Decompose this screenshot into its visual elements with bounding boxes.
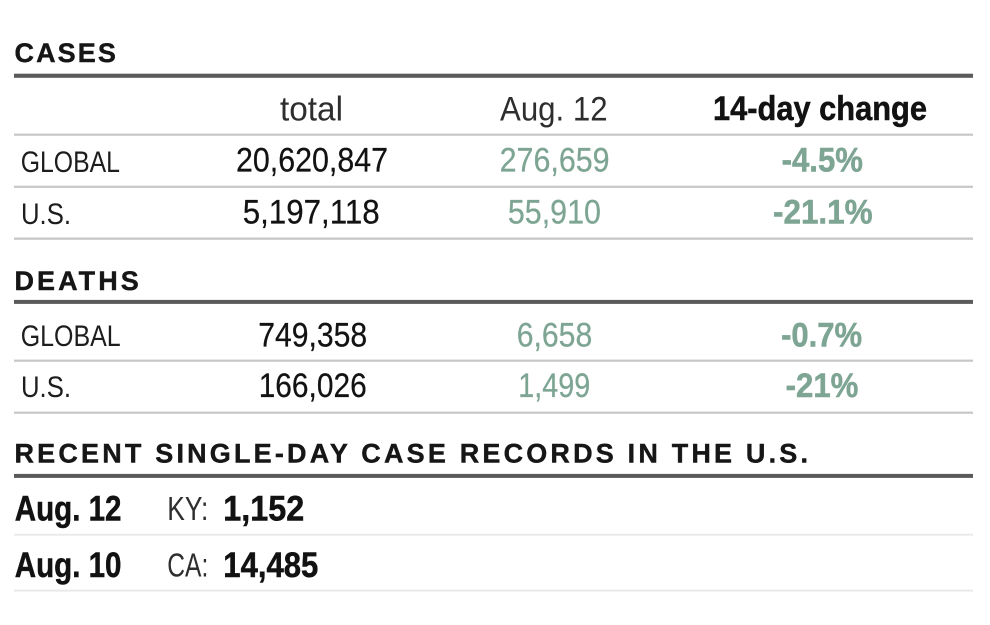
svg-text:U.S.: U.S. <box>21 198 71 231</box>
svg-text:Aug. 10: Aug. 10 <box>15 546 122 585</box>
svg-text:Aug. 12: Aug. 12 <box>500 90 608 128</box>
svg-text:-4.5%: -4.5% <box>782 142 863 180</box>
svg-text:Aug. 12: Aug. 12 <box>15 489 122 528</box>
svg-text:KY:: KY: <box>167 490 208 527</box>
svg-text:CA:: CA: <box>167 547 208 584</box>
svg-text:5,197,118: 5,197,118 <box>243 193 380 231</box>
svg-text:GLOBAL: GLOBAL <box>21 146 120 179</box>
svg-text:20,620,847: 20,620,847 <box>236 142 388 180</box>
svg-text:U.S.: U.S. <box>21 371 71 404</box>
svg-text:276,659: 276,659 <box>500 142 610 180</box>
svg-text:-0.7%: -0.7% <box>781 316 862 354</box>
svg-text:749,358: 749,358 <box>258 316 367 354</box>
svg-text:14-day change: 14-day change <box>713 90 927 128</box>
svg-text:-21.1%: -21.1% <box>773 193 873 231</box>
svg-text:total: total <box>280 90 343 128</box>
svg-text:1,152: 1,152 <box>223 489 304 528</box>
svg-text:-21%: -21% <box>786 367 859 405</box>
svg-text:CASES: CASES <box>15 38 116 68</box>
svg-text:RECENT SINGLE-DAY CASE RECORDS: RECENT SINGLE-DAY CASE RECORDS IN THE U.… <box>15 439 809 469</box>
svg-text:1,499: 1,499 <box>518 367 590 405</box>
svg-text:6,658: 6,658 <box>517 316 593 354</box>
svg-text:166,026: 166,026 <box>259 367 367 405</box>
svg-text:GLOBAL: GLOBAL <box>21 320 121 353</box>
svg-text:14,485: 14,485 <box>223 546 318 585</box>
svg-text:55,910: 55,910 <box>508 193 601 231</box>
